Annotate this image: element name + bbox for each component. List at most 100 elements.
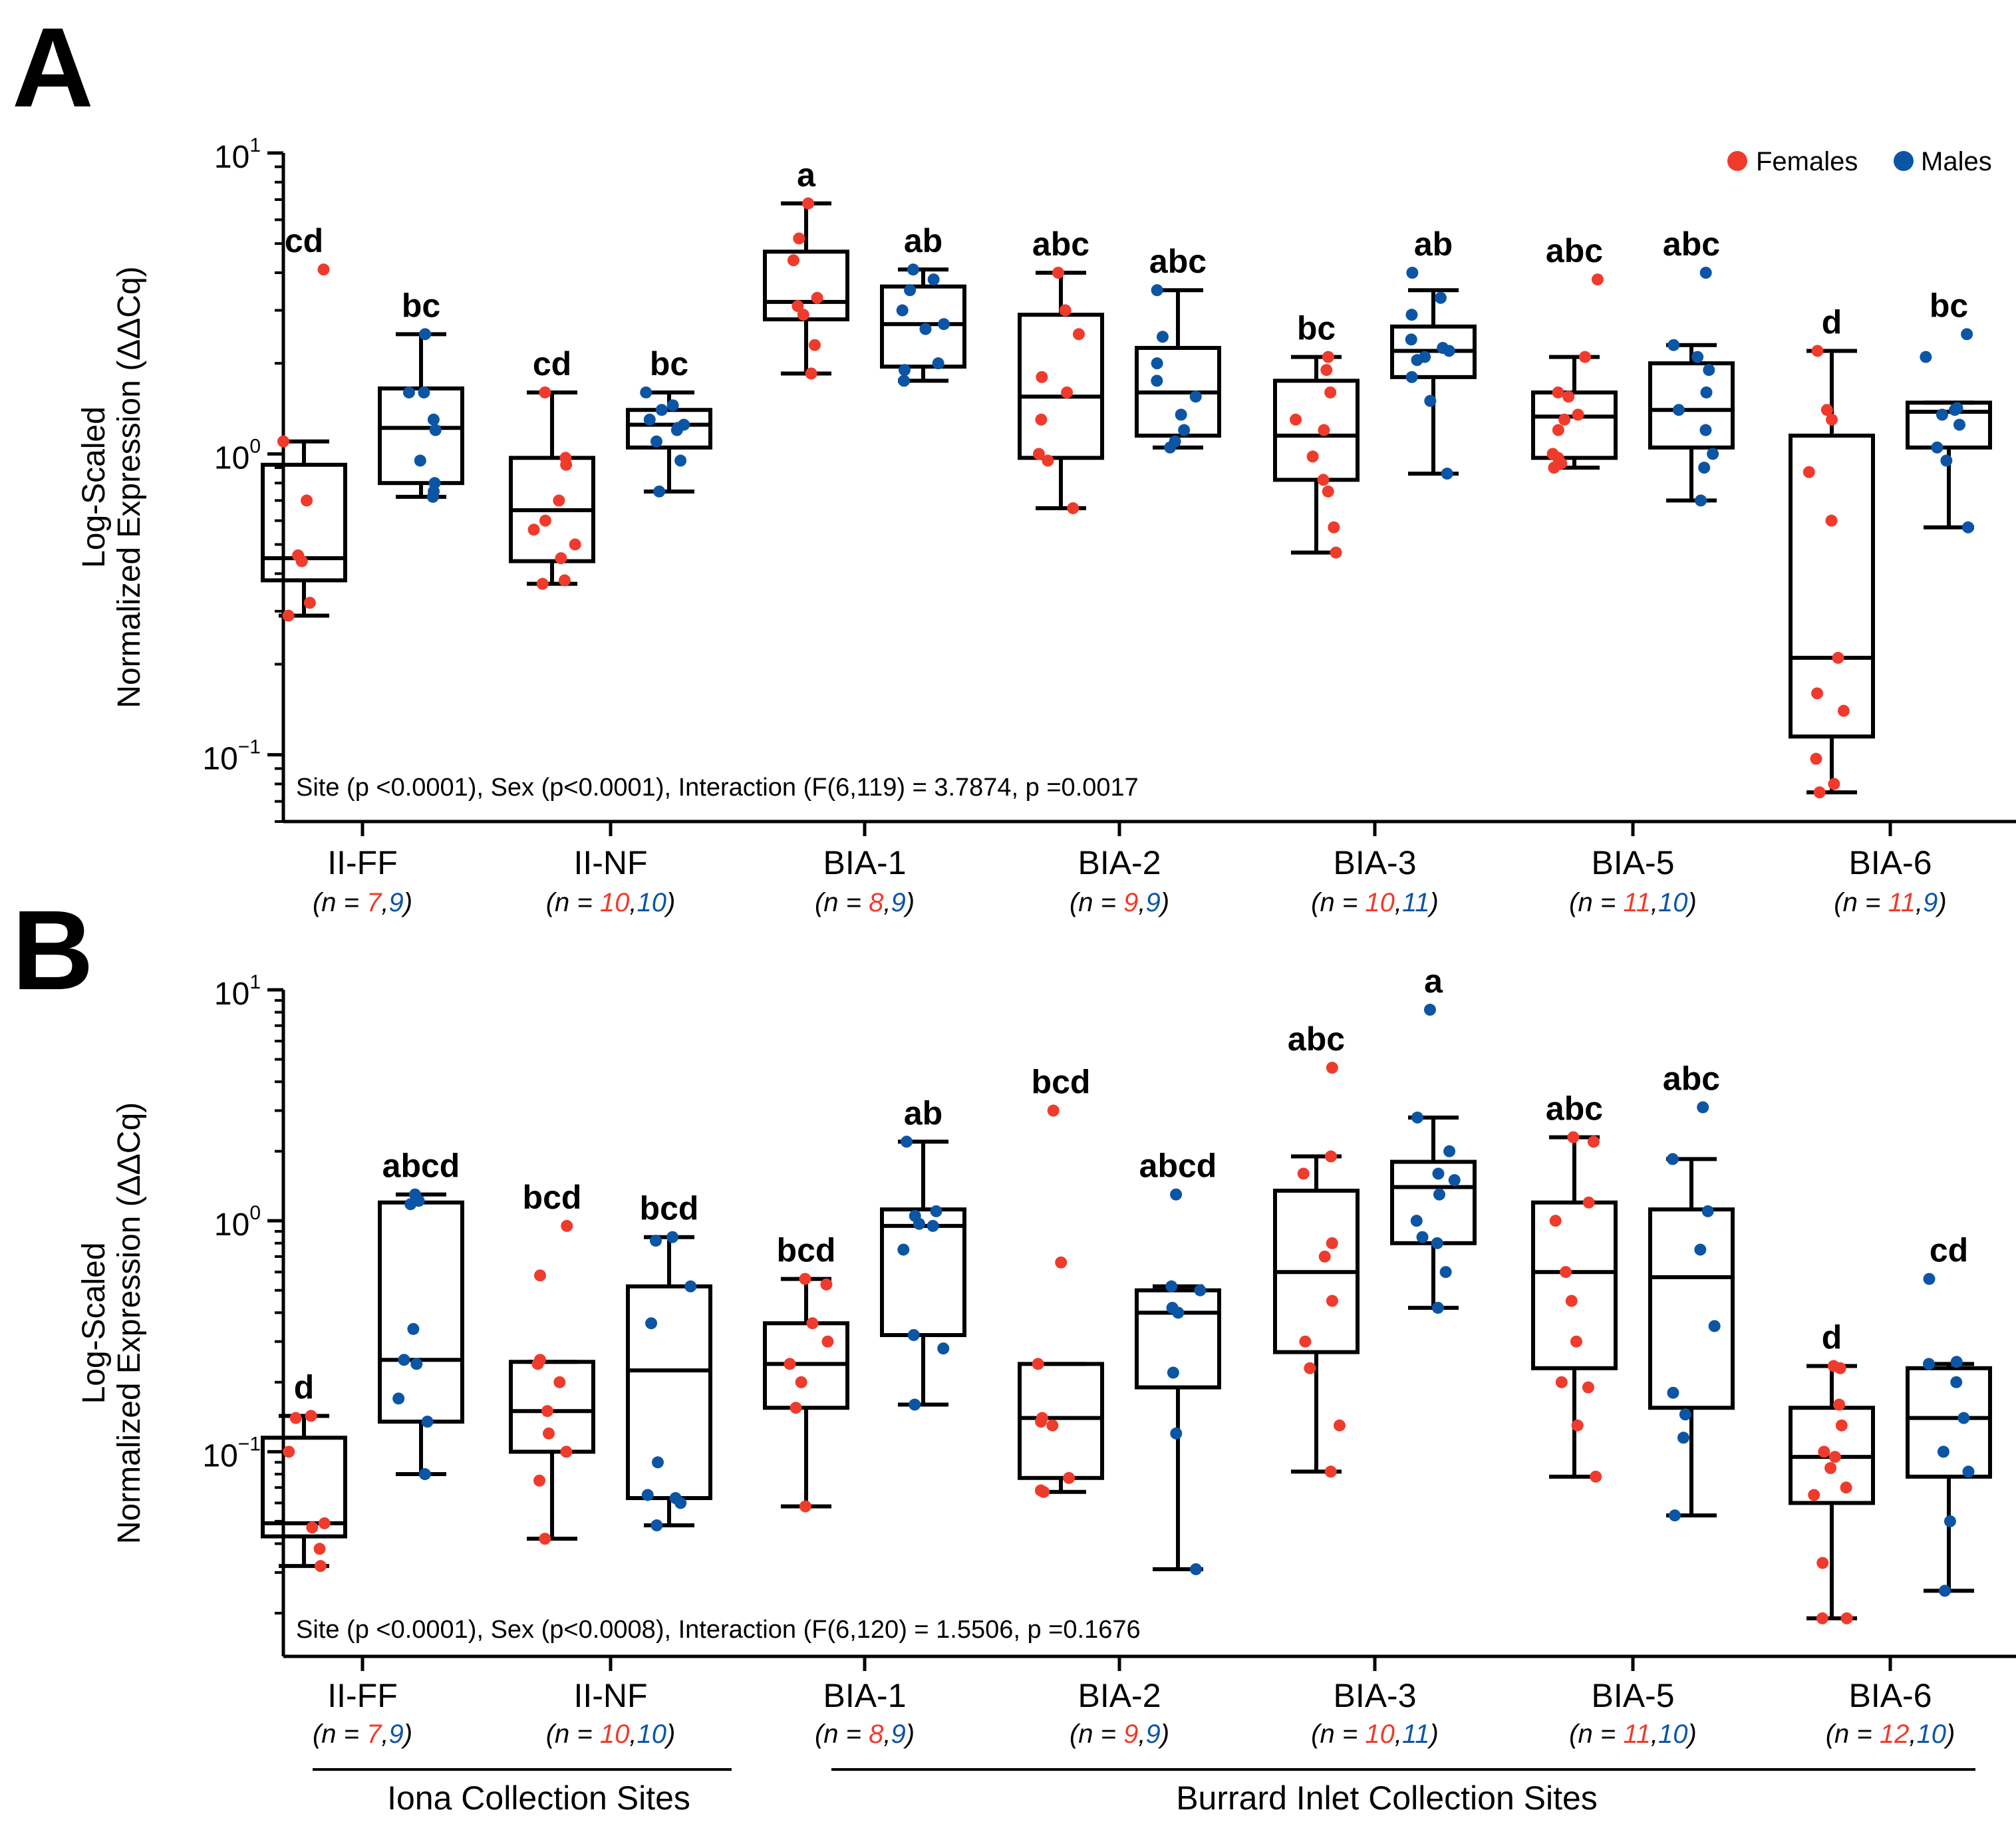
sample-size-label: (n = 11,9) <box>1834 888 1946 917</box>
female-data-point <box>1032 1358 1044 1370</box>
n-suffix: ) <box>1158 1720 1169 1749</box>
female-data-point <box>1808 1489 1820 1501</box>
n-comma: , <box>1138 888 1145 917</box>
significance-letter: d <box>294 1368 315 1406</box>
site-group-bia-1: BIA-1 (n = 8,9) bcd ab <box>763 1094 966 1749</box>
female-data-point <box>820 1278 833 1291</box>
significance-letter: abcd <box>1139 1147 1217 1185</box>
male-data-point <box>1691 351 1704 363</box>
female-data-point <box>1326 1062 1338 1074</box>
female-data-point <box>1562 390 1575 403</box>
male-data-point <box>674 1497 687 1509</box>
female-data-point <box>1306 450 1319 463</box>
male-data-point <box>1170 1188 1183 1201</box>
male-data-point <box>1448 1174 1461 1187</box>
male-data-point <box>1423 1003 1436 1016</box>
n-prefix: (n = <box>815 888 869 917</box>
female-data-point <box>1816 1612 1828 1624</box>
female-data-point <box>1828 1451 1841 1463</box>
n-female: 9 <box>1123 1720 1138 1749</box>
y-tick-label: 10−1 <box>202 736 261 777</box>
panel-letter: A <box>12 5 94 131</box>
female-box: abc <box>1273 1020 1360 1478</box>
male-data-point <box>1405 309 1418 321</box>
male-data-point <box>1411 354 1423 367</box>
n-comma: , <box>381 888 388 917</box>
y-tick-base: 10 <box>214 140 249 175</box>
n-suffix: ) <box>903 888 915 917</box>
male-data-point <box>1435 291 1447 304</box>
female-data-point <box>301 494 313 507</box>
female-data-point <box>1552 424 1564 436</box>
significance-letter: d <box>1822 1319 1842 1356</box>
n-male: 9 <box>1923 888 1938 917</box>
n-suffix: ) <box>401 1720 412 1749</box>
female-data-point <box>569 538 581 551</box>
site-label: II-FF <box>327 844 398 881</box>
female-data-point <box>1032 448 1045 460</box>
female-data-point <box>303 597 316 609</box>
n-male: 10 <box>637 888 666 917</box>
male-data-point <box>1931 441 1944 454</box>
male-data-point <box>666 1231 679 1243</box>
significance-letter: bcd <box>640 1190 699 1227</box>
n-male: 9 <box>388 1720 403 1749</box>
female-data-point <box>553 1376 566 1388</box>
male-data-point <box>927 1219 939 1232</box>
female-data-point <box>1558 413 1571 426</box>
site-group-ii-nf: II-NF (n = 10,10) cd bc <box>509 345 712 917</box>
male-data-point <box>1194 1284 1207 1296</box>
male-data-point <box>1697 1101 1709 1114</box>
male-data-point <box>1189 1563 1202 1575</box>
female-data-point <box>313 1543 326 1555</box>
female-data-point <box>534 1269 547 1282</box>
male-box: abc <box>1135 243 1221 454</box>
female-data-point <box>1061 386 1074 398</box>
male-data-point <box>898 375 911 387</box>
female-data-point <box>1304 1362 1316 1374</box>
n-male: 9 <box>891 888 905 917</box>
sample-size-label: (n = 8,9) <box>815 1720 915 1749</box>
male-data-point <box>1443 345 1455 357</box>
y-tick-base: 10 <box>202 1438 237 1473</box>
y-axis-label-line1: Log-Scaled <box>76 1243 112 1404</box>
female-data-point <box>541 1405 553 1418</box>
iqr-box <box>509 1360 595 1454</box>
n-comma: , <box>629 1720 637 1749</box>
n-male: 9 <box>1145 1720 1160 1749</box>
male-data-point <box>927 273 940 286</box>
significance-letter: abc <box>1663 1060 1720 1098</box>
iqr-box <box>1273 379 1360 482</box>
male-data-point <box>1667 1386 1679 1399</box>
female-data-point <box>314 1560 327 1573</box>
female-data-point <box>1299 1335 1312 1348</box>
male-data-point <box>1962 1465 1975 1478</box>
n-male: 9 <box>1145 888 1160 917</box>
female-data-point <box>1042 454 1054 467</box>
y-tick-label: 10−1 <box>202 1433 261 1473</box>
y-tick-label: 100 <box>214 1202 261 1243</box>
n-male: 10 <box>637 1720 666 1749</box>
male-data-point <box>1170 1427 1183 1440</box>
male-data-point <box>901 1136 913 1148</box>
female-data-point <box>1072 328 1085 341</box>
significance-letter: cd <box>1930 1232 1968 1269</box>
female-data-point <box>1036 371 1048 383</box>
male-data-point <box>1441 467 1453 480</box>
site-group-bia-6: BIA-6 (n = 12,10) d cd <box>1789 1232 1992 1749</box>
n-suffix: ) <box>401 888 412 917</box>
iqr-box <box>261 462 347 583</box>
male-data-point <box>1672 404 1685 416</box>
female-data-point <box>1552 386 1564 398</box>
female-data-point <box>1826 413 1838 426</box>
iqr-box <box>378 386 464 486</box>
iqr-box <box>880 1207 966 1337</box>
male-box: ab <box>880 222 966 387</box>
female-data-point <box>536 577 549 590</box>
female-data-point <box>558 574 571 587</box>
legend-male-label: Males <box>1921 147 1992 176</box>
male-data-point <box>937 1342 950 1355</box>
female-data-point <box>1835 1419 1848 1432</box>
site-label: BIA-6 <box>1848 844 1932 881</box>
site-group-ii-ff: II-FF (n = 7,9) cd bc <box>261 222 464 917</box>
